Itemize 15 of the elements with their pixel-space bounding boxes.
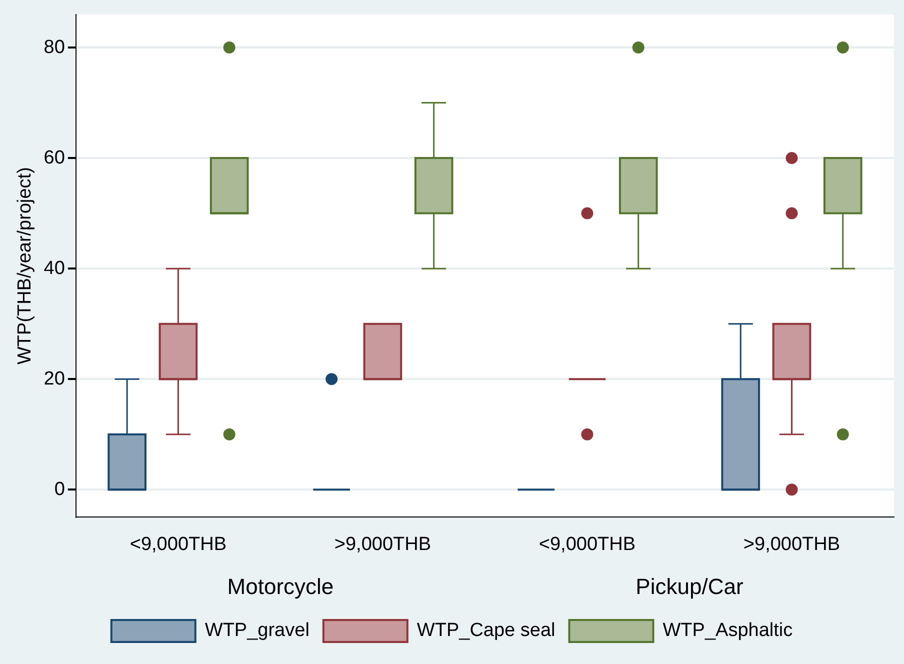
legend-label: WTP_Asphaltic <box>662 620 793 642</box>
text: Motorcycle <box>227 574 334 600</box>
y-tick-label: 40 <box>44 258 65 279</box>
text: Pickup/Car <box>636 574 744 600</box>
legend-label: WTP_Cape seal <box>416 620 556 642</box>
y-tick-label: 20 <box>44 368 65 390</box>
x-tick-label: <9,000THB <box>130 534 227 555</box>
y-tick-label: 0 <box>54 478 65 500</box>
y-tick-label: 60 <box>44 147 65 168</box>
y-axis-title: WTP(THB/year/project) <box>14 167 36 365</box>
x-tick-label: <9,000THB <box>538 534 636 555</box>
legend-label: WTP_gravel <box>204 620 310 642</box>
x-tick-label: >9,000THB <box>743 534 840 555</box>
x-tick-label: >9,000THB <box>334 534 432 555</box>
y-tick-label: 80 <box>44 36 65 58</box>
